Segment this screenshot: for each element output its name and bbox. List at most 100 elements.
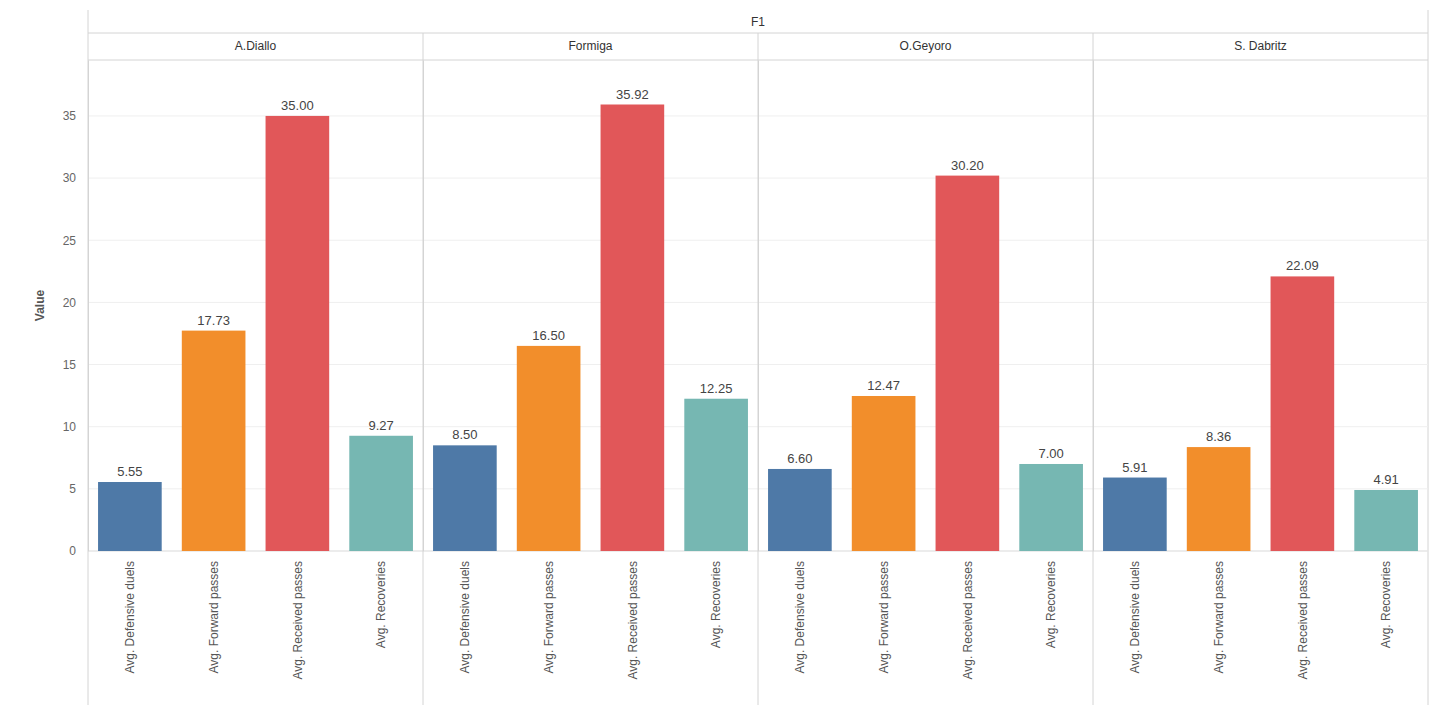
bar <box>768 469 832 551</box>
data-label: 5.91 <box>1122 460 1147 475</box>
data-labels: 5.918.3622.094.91 <box>1122 258 1399 487</box>
data-label: 5.55 <box>117 464 142 479</box>
panel-title: A.Diallo <box>235 39 277 53</box>
x-tick-label: Avg. Received passes <box>626 561 640 680</box>
panel-title: S. Dabritz <box>1234 39 1287 53</box>
x-tick: Avg. Received passes <box>1296 551 1310 680</box>
y-tick-label: 15 <box>63 358 77 372</box>
y-tick-label: 25 <box>63 234 77 248</box>
bar <box>601 105 665 551</box>
bar <box>936 176 1000 551</box>
x-tick: Avg. Received passes <box>626 551 640 680</box>
bar <box>1187 447 1251 551</box>
data-labels: 8.5016.5035.9212.25 <box>452 87 732 443</box>
y-tick-label: 30 <box>63 171 77 185</box>
panel-title: Formiga <box>568 39 612 53</box>
x-axis: Avg. Defensive duels Avg. Forward passes A… <box>1128 551 1393 680</box>
bars <box>433 105 748 551</box>
grid-line <box>1093 178 1428 179</box>
frame-line <box>1428 10 1429 705</box>
bar <box>684 399 748 551</box>
bar <box>349 436 413 551</box>
y-tick: 35 <box>63 109 88 123</box>
data-label: 12.47 <box>867 378 900 393</box>
y-axis-line <box>88 61 89 552</box>
y-axis <box>423 61 425 552</box>
grid-line <box>423 364 758 365</box>
data-labels: 5.5517.7335.009.27 <box>117 98 394 479</box>
data-label: 35.92 <box>616 87 649 102</box>
grid-line <box>1093 240 1428 241</box>
y-tick-label: 10 <box>63 420 77 434</box>
x-tick-label: Avg. Received passes <box>291 561 305 680</box>
x-tick-label: Avg. Forward passes <box>1212 561 1226 674</box>
y-tick: 25 <box>63 234 88 248</box>
grid-line <box>423 240 758 241</box>
y-tick: 15 <box>63 358 88 372</box>
x-tick: Avg. Recoveries <box>1044 551 1058 648</box>
grid-line <box>758 302 1093 303</box>
grid-line <box>758 426 1093 427</box>
grid-line <box>758 240 1093 241</box>
panel-separator <box>1093 33 1094 705</box>
grid-line <box>423 115 758 116</box>
grid-line <box>758 364 1093 365</box>
data-labels: 6.6012.4730.207.00 <box>787 158 1064 466</box>
bar <box>266 116 330 551</box>
grid-line <box>423 178 758 179</box>
panel: Formiga8.5016.5035.9212.25Avg. Defensive… <box>423 33 758 705</box>
panel-title: O.Geyoro <box>899 39 951 53</box>
bar <box>433 445 497 551</box>
grid-line <box>88 364 423 365</box>
y-axis-line <box>758 61 759 552</box>
x-axis: Avg. Defensive duelsAvg. Forward passesA… <box>793 551 1058 680</box>
bar <box>1354 490 1418 551</box>
bar <box>98 482 162 551</box>
y-tick-label: 20 <box>63 296 77 310</box>
x-tick: Avg. Received passes <box>291 551 305 680</box>
grid <box>88 116 423 551</box>
y-tick: 0 <box>69 544 88 558</box>
y-tick-label: 35 <box>63 109 77 123</box>
x-tick-label: Avg. Defensive duels <box>793 561 807 674</box>
data-label: 8.36 <box>1206 429 1231 444</box>
bar <box>517 346 581 551</box>
x-tick: Avg. Recoveries <box>1379 551 1393 648</box>
data-label: 35.00 <box>281 98 314 113</box>
bar <box>182 331 246 551</box>
grid-line <box>88 115 423 116</box>
y-tick: 20 <box>63 296 88 310</box>
data-label: 30.20 <box>951 158 984 173</box>
x-tick: Avg. Recoveries <box>374 551 388 648</box>
bars <box>1103 276 1418 551</box>
bars <box>98 116 413 551</box>
panel: O.Geyoro6.6012.4730.207.00Avg. Defensive… <box>758 33 1093 705</box>
grid-line <box>1093 364 1428 365</box>
chart: F1ValueA.Diallo051015202530355.5517.7335… <box>0 0 1446 712</box>
x-tick: Avg. Recoveries <box>709 551 723 648</box>
y-axis <box>758 61 760 552</box>
x-tick-label: Avg. Recoveries <box>374 561 388 648</box>
x-tick-label: Avg. Defensive duels <box>1128 561 1142 674</box>
y-tick: 5 <box>69 482 88 496</box>
x-tick-label: Avg. Received passes <box>1296 561 1310 680</box>
panel-separator <box>423 33 424 705</box>
header-title: F1 <box>751 15 765 29</box>
y-axis-line <box>423 61 424 552</box>
grid-line <box>88 302 423 303</box>
data-label: 8.50 <box>452 427 477 442</box>
bar <box>1019 464 1083 551</box>
bars <box>768 176 1083 551</box>
x-tick: Avg. Defensive duels <box>123 551 137 674</box>
y-tick: 10 <box>63 420 88 434</box>
panel-separator <box>758 33 759 705</box>
x-tick: Avg. Defensive duels <box>1128 551 1142 674</box>
x-tick: Avg. Forward passes <box>542 551 556 674</box>
x-tick-label: Avg. Recoveries <box>1379 561 1393 648</box>
bars-inner <box>1103 276 1418 551</box>
y-tick-label: 5 <box>69 482 76 496</box>
panel: S. Dabritz5.918.3622.094.91Avg. Defensiv… <box>1093 39 1428 680</box>
x-tick-label: Avg. Forward passes <box>542 561 556 674</box>
x-axis: Avg. Defensive duelsAvg. Forward passesA… <box>123 551 388 680</box>
grid-line <box>758 115 1093 116</box>
